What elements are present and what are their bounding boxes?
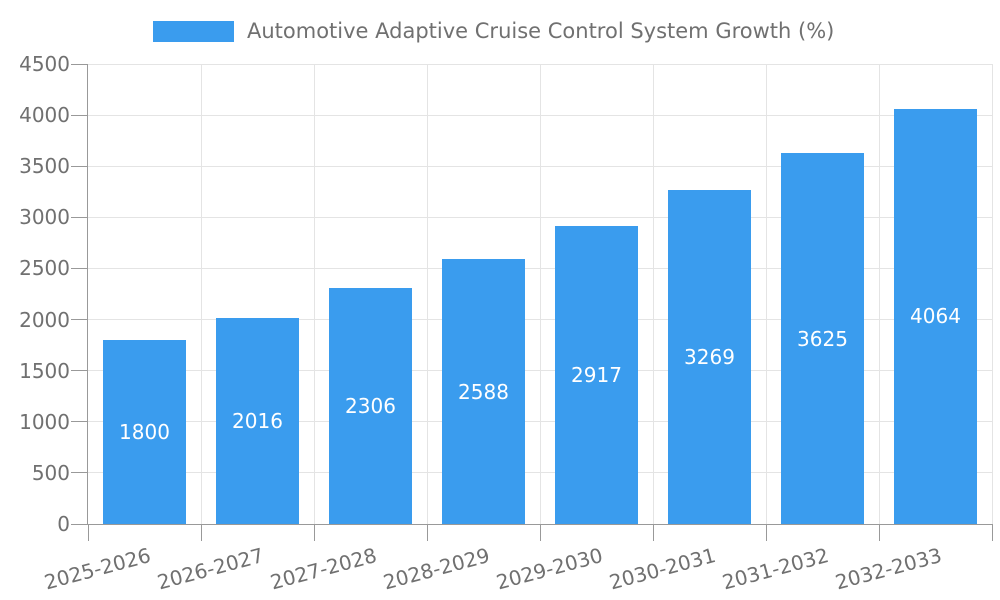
y-axis-line [87, 64, 88, 524]
x-axis-label: 2028-2029 [381, 543, 493, 595]
bar-value-label: 3269 [684, 344, 735, 369]
x-axis-label: 2027-2028 [268, 543, 380, 595]
y-axis-label: 3500 [19, 154, 70, 179]
bar-value-label: 2306 [345, 394, 396, 419]
bar-value-label: 2016 [232, 408, 283, 433]
bar[interactable] [442, 259, 525, 524]
y-tick [71, 63, 88, 65]
x-tick [87, 524, 89, 541]
x-tick [991, 524, 993, 541]
bar[interactable] [216, 317, 299, 524]
x-tick [539, 524, 541, 541]
bar[interactable] [781, 153, 864, 524]
x-tick [313, 524, 315, 541]
x-axis-label: 2029-2030 [494, 543, 606, 595]
y-tick [71, 165, 88, 167]
y-axis-label: 2500 [19, 256, 70, 281]
x-gridline [652, 64, 654, 524]
x-gridline [200, 64, 202, 524]
x-axis-label: 2025-2026 [42, 543, 154, 595]
x-tick [426, 524, 428, 541]
x-tick [765, 524, 767, 541]
y-axis-label: 4000 [19, 103, 70, 128]
y-tick [71, 216, 88, 218]
x-gridline [991, 64, 993, 524]
legend-label[interactable]: Automotive Adaptive Cruise Control Syste… [247, 19, 835, 43]
x-tick [200, 524, 202, 541]
x-gridline [313, 64, 315, 524]
y-tick [71, 370, 88, 372]
y-tick [71, 523, 88, 525]
x-gridline [426, 64, 428, 524]
x-tick [652, 524, 654, 541]
bar[interactable] [555, 225, 638, 524]
bar-value-label: 2917 [571, 362, 622, 387]
x-tick [878, 524, 880, 541]
x-axis-label: 2030-2031 [607, 543, 719, 595]
x-axis-label: 2026-2027 [155, 543, 267, 595]
bar[interactable] [329, 288, 412, 524]
y-axis-label: 0 [57, 512, 70, 536]
x-gridline [878, 64, 880, 524]
bar[interactable] [894, 108, 977, 524]
y-axis-label: 500 [31, 460, 70, 485]
bar-value-label: 4064 [910, 304, 961, 329]
bar-value-label: 1800 [119, 420, 170, 444]
y-tick [71, 267, 88, 269]
y-tick [71, 421, 88, 423]
y-axis-label: 1500 [19, 358, 70, 383]
x-axis-label: 2031-2032 [720, 543, 832, 595]
x-axis-line [88, 523, 992, 525]
x-gridline [539, 64, 541, 524]
bar-value-label: 3625 [797, 326, 848, 351]
y-axis-label: 2000 [19, 307, 70, 332]
legend-swatch[interactable] [153, 20, 234, 42]
y-axis-label: 1000 [19, 409, 70, 434]
y-tick [71, 114, 88, 116]
x-gridline [765, 64, 767, 524]
x-axis-label: 2032-2033 [833, 543, 945, 595]
y-axis-label: 4500 [19, 52, 70, 76]
bar[interactable] [103, 340, 186, 524]
bar-value-label: 2588 [458, 379, 509, 404]
y-axis-label: 3000 [19, 205, 70, 230]
legend[interactable]: Automotive Adaptive Cruise Control Syste… [153, 19, 834, 43]
y-tick [71, 472, 88, 474]
bar[interactable] [668, 189, 751, 524]
y-tick [71, 319, 88, 321]
